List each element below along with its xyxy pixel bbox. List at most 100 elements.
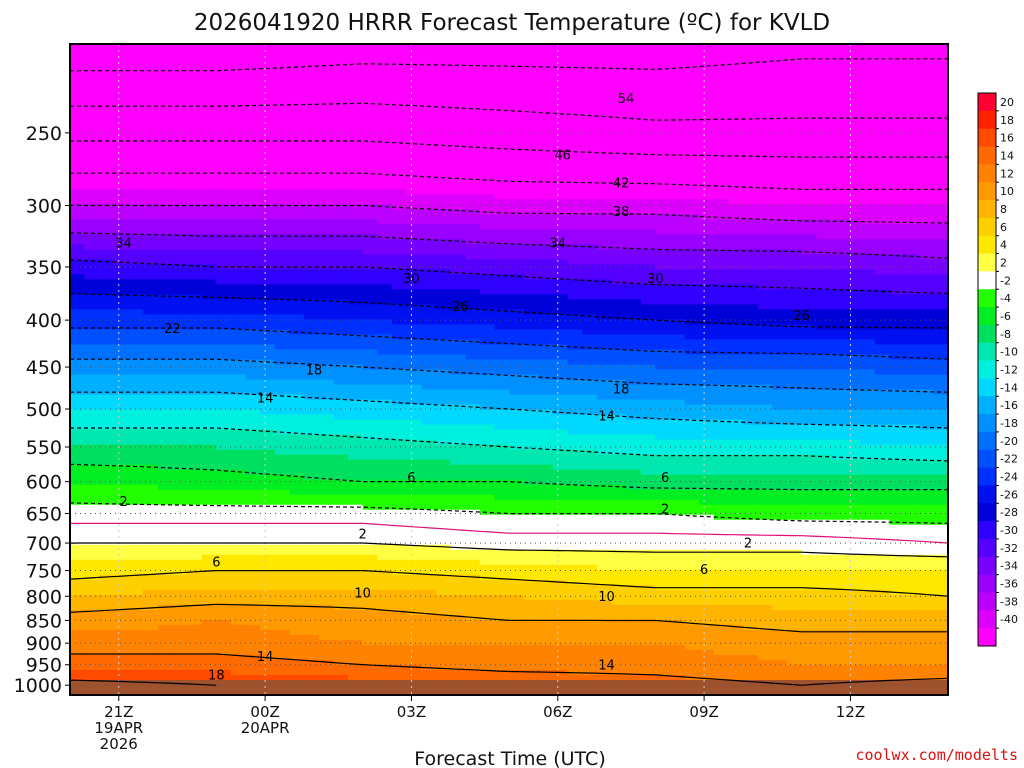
field-cell: [304, 239, 320, 245]
field-cell: [728, 204, 744, 210]
field-cell: [216, 109, 232, 115]
field-cell: [567, 119, 583, 125]
field-cell: [904, 149, 920, 155]
field-cell: [655, 394, 671, 401]
field-cell: [216, 169, 232, 175]
field-cell: [787, 389, 803, 396]
field-cell: [699, 394, 715, 401]
field-cell: [918, 249, 934, 255]
field-cell: [143, 144, 159, 150]
field-cell: [289, 204, 305, 210]
field-cell: [304, 344, 320, 351]
field-cell: [113, 84, 130, 90]
field-cell: [435, 129, 452, 135]
field-cell: [333, 164, 349, 170]
field-cell: [84, 289, 100, 295]
field-cell: [377, 344, 393, 351]
field-cell: [348, 379, 364, 386]
field-cell: [713, 179, 730, 185]
field-cell: [801, 84, 817, 90]
field-cell: [362, 89, 378, 95]
field-cell: [713, 169, 730, 175]
field-cell: [99, 89, 115, 95]
field-cell: [143, 324, 159, 331]
field-cell: [552, 224, 569, 230]
field-cell: [713, 119, 730, 125]
field-cell: [874, 44, 891, 50]
field-cell: [391, 224, 408, 230]
field-cell: [699, 54, 715, 60]
field-cell: [230, 399, 247, 406]
field-cell: [845, 299, 861, 305]
field-cell: [845, 419, 861, 426]
field-cell: [435, 289, 452, 295]
field-cell: [333, 454, 349, 461]
field-cell: [845, 359, 861, 366]
field-cell: [567, 184, 583, 190]
field-cell: [128, 164, 144, 170]
field-cell: [143, 139, 159, 145]
field-cell: [304, 259, 320, 265]
field-cell: [728, 249, 744, 255]
field-cell: [479, 214, 495, 220]
field-cell: [772, 99, 788, 105]
field-cell: [874, 424, 891, 431]
field-cell: [772, 124, 788, 130]
field-cell: [201, 64, 217, 70]
field-cell: [70, 154, 86, 160]
field-cell: [216, 279, 232, 285]
field-cell: [626, 279, 642, 285]
field-cell: [479, 264, 495, 270]
field-cell: [713, 384, 730, 391]
field-cell: [348, 229, 364, 235]
field-cell: [348, 304, 364, 311]
field-cell: [713, 249, 730, 255]
field-cell: [362, 254, 378, 260]
field-cell: [113, 69, 130, 75]
field-cell: [70, 369, 86, 376]
field-cell: [465, 64, 481, 70]
field-cell: [801, 214, 817, 220]
field-cell: [699, 119, 715, 125]
field-cell: [113, 299, 130, 305]
field-cell: [479, 334, 495, 341]
field-cell: [348, 389, 364, 396]
field-cell: [552, 174, 569, 180]
field-cell: [860, 339, 876, 346]
field-cell: [669, 259, 686, 265]
field-cell: [113, 459, 130, 466]
field-cell: [187, 164, 203, 170]
field-cell: [201, 429, 217, 436]
field-cell: [816, 254, 832, 260]
field-cell: [830, 294, 847, 300]
field-cell: [860, 229, 876, 235]
field-cell: [391, 59, 408, 65]
field-cell: [421, 129, 437, 135]
field-cell: [318, 234, 334, 240]
field-cell: [918, 429, 934, 436]
field-cell: [772, 114, 788, 120]
field-cell: [494, 164, 510, 170]
field-cell: [904, 54, 920, 60]
field-cell: [260, 119, 276, 125]
field-cell: [816, 274, 832, 280]
field-cell: [801, 169, 817, 175]
field-cell: [757, 319, 773, 326]
field-cell: [933, 244, 948, 250]
field-cell: [611, 454, 627, 461]
field-cell: [99, 249, 115, 255]
field-cell: [655, 369, 671, 376]
field-cell: [845, 194, 861, 200]
field-cell: [904, 179, 920, 185]
field-cell: [523, 244, 539, 250]
field-cell: [757, 424, 773, 431]
field-cell: [918, 239, 934, 245]
field-cell: [816, 44, 832, 50]
field-cell: [435, 199, 452, 205]
field-cell: [772, 439, 788, 446]
field-cell: [494, 244, 510, 250]
field-cell: [611, 344, 627, 351]
field-cell: [143, 299, 159, 305]
field-cell: [582, 184, 598, 190]
field-cell: [626, 179, 642, 185]
